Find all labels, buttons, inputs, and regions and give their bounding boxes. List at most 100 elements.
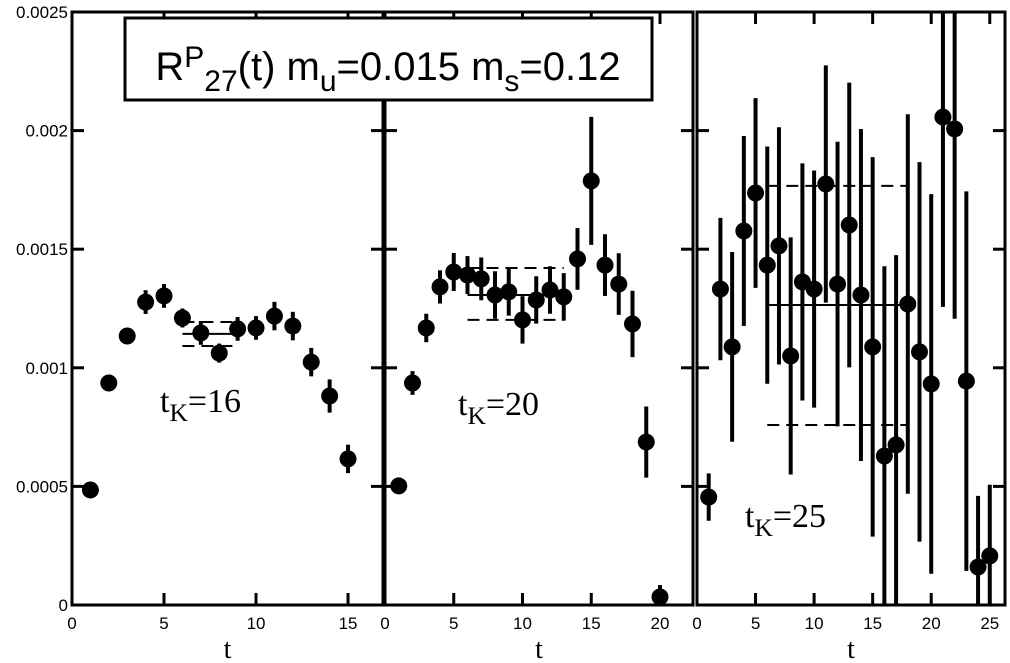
point — [321, 387, 339, 405]
point — [137, 293, 155, 311]
point — [229, 320, 247, 338]
point — [445, 263, 463, 281]
point — [770, 237, 788, 255]
point — [610, 275, 628, 293]
point — [100, 374, 118, 392]
point — [390, 477, 408, 495]
point — [472, 270, 490, 288]
x-tick-label: 10 — [805, 614, 824, 633]
chart-title-part: 27 — [204, 65, 237, 98]
x-tick-label: 5 — [751, 614, 760, 633]
y-tick-label: 0.002 — [25, 122, 68, 141]
x-tick-label: 15 — [339, 614, 358, 633]
point — [284, 317, 302, 335]
panel — [700, 12, 999, 605]
x-tick-label: 5 — [449, 614, 458, 633]
x-axis-label: t — [847, 634, 855, 663]
point — [192, 324, 210, 342]
annotation-part: =25 — [773, 498, 826, 535]
annotation-part: t — [458, 386, 468, 423]
annotation: tK=16 — [160, 383, 241, 427]
point — [840, 216, 858, 234]
point — [541, 281, 559, 299]
point — [969, 558, 987, 576]
title-box — [123, 16, 654, 102]
chart-title-part: s — [504, 65, 519, 98]
point — [555, 288, 573, 306]
annotation-part: t — [745, 498, 755, 535]
y-tick-label: 0.0005 — [16, 477, 68, 496]
point — [527, 291, 545, 309]
x-tick-label: 15 — [863, 614, 882, 633]
point — [514, 311, 531, 329]
y-tick-label: 0.0025 — [16, 3, 68, 22]
y-tick-label: 0.001 — [25, 359, 68, 378]
point — [417, 319, 435, 337]
point — [596, 256, 614, 274]
annotation: tK=25 — [745, 498, 826, 542]
x-tick-label: 0 — [692, 614, 701, 633]
point — [723, 338, 741, 356]
annotation-part: =20 — [486, 386, 539, 423]
y-tick-label: 0.0015 — [16, 240, 68, 259]
y-tick-label: 0 — [59, 596, 68, 615]
panel-frame — [383, 10, 695, 607]
x-tick-label: 0 — [380, 614, 389, 633]
point — [155, 287, 173, 305]
point — [582, 172, 600, 190]
point — [486, 286, 504, 304]
point — [934, 108, 952, 126]
chart-title-part: R — [155, 45, 184, 89]
x-axis-label: t — [224, 634, 232, 663]
chart-title-part: (t) m — [238, 45, 320, 89]
point — [302, 353, 320, 371]
point — [911, 343, 929, 361]
point — [981, 547, 999, 565]
point — [81, 481, 99, 499]
point — [711, 280, 729, 298]
x-tick-label: 15 — [582, 614, 601, 633]
point — [118, 327, 136, 345]
point — [404, 374, 421, 392]
point — [864, 338, 882, 356]
annotation-part: K — [754, 513, 773, 542]
panel-frame — [695, 10, 1007, 607]
point — [875, 447, 893, 465]
point — [922, 375, 940, 393]
chart-title-part: =0.015 m — [337, 45, 505, 89]
x-axis-label: t — [535, 634, 543, 663]
panel — [81, 284, 357, 499]
point — [173, 309, 191, 327]
point — [700, 488, 718, 506]
chart-title-part: P — [184, 41, 204, 74]
chart-title-part: =0.12 — [519, 45, 620, 89]
x-tick-label: 20 — [922, 614, 941, 633]
annotation-part: t — [160, 383, 170, 420]
point — [624, 315, 641, 333]
x-tick-label: 5 — [159, 614, 168, 633]
x-tick-label: 20 — [651, 614, 670, 633]
x-tick-label: 0 — [67, 614, 76, 633]
point — [747, 184, 765, 202]
point — [265, 307, 283, 325]
point — [899, 295, 917, 313]
x-tick-label: 10 — [513, 614, 532, 633]
point — [817, 175, 835, 193]
point — [637, 433, 655, 451]
point — [782, 347, 800, 365]
x-tick-label: 10 — [247, 614, 266, 633]
point — [852, 286, 870, 304]
annotation-part: K — [169, 398, 188, 427]
point — [758, 256, 776, 274]
point — [887, 436, 905, 454]
point — [946, 120, 964, 138]
point — [735, 222, 753, 240]
point — [500, 283, 518, 301]
point — [957, 372, 975, 390]
point — [339, 450, 357, 468]
annotation: tK=20 — [458, 386, 539, 430]
point — [210, 344, 228, 362]
annotation-part: K — [467, 401, 486, 430]
x-tick-label: 25 — [980, 614, 999, 633]
